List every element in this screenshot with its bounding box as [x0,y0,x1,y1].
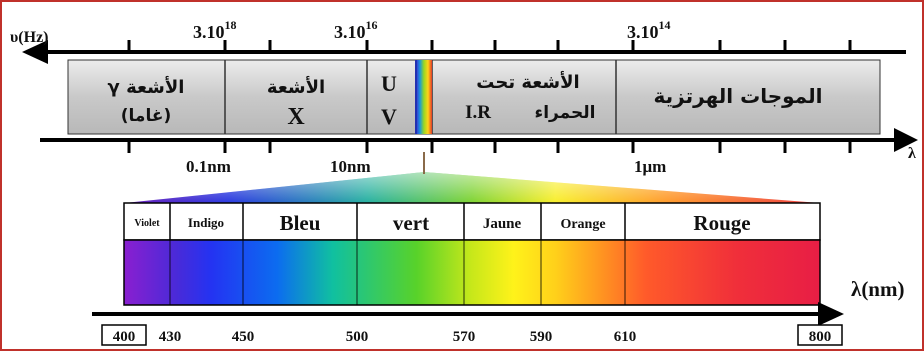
tick-800: 800 [809,329,832,345]
color-violet: Violet [134,218,160,229]
color-bleu: Bleu [280,211,321,235]
color-jaune: Jaune [483,216,522,232]
tick-430: 430 [159,329,182,345]
nu-label: υ(Hz) [10,29,49,46]
color-vert: vert [393,211,429,235]
wavelength-arrow-icon [894,128,918,152]
visible-spectrum-bar [123,239,821,306]
wave-label-1: 0.1nm [186,157,231,176]
tick-450: 450 [232,329,255,345]
wave-label-3: 1μm [634,157,666,176]
freq-label-2: 3.1016 [334,18,378,42]
region-gamma-sublabel: (غاما) [121,106,171,126]
lambda-label: λ [908,145,916,162]
color-orange: Orange [560,217,605,232]
region-hertz-label: الموجات الهرتزية [654,84,823,108]
tick-610: 610 [614,329,637,345]
tick-800-box [797,324,843,346]
spectrum-dividers [169,240,626,305]
tick-570: 570 [453,329,476,345]
region-gamma-label: الأشعة γ [108,76,185,98]
region-x-label: الأشعة [267,76,325,98]
tick-500: 500 [346,329,369,345]
region-ir-label: الأشعة تحت [476,71,579,93]
wavelength-ticks [127,140,852,153]
freq-label-3: 3.1014 [627,18,671,42]
tick-400-box [101,324,147,346]
frequency-arrow-icon [22,40,48,64]
freq-label-1: 3.1018 [193,18,237,42]
frequency-ticks [127,40,852,52]
color-indigo: Indigo [188,215,224,230]
region-ir-symbol: I.R [465,102,491,123]
nm-arrow-icon [818,302,844,326]
color-rouge: Rouge [693,211,750,235]
tick-590: 590 [530,329,553,345]
tick-400: 400 [113,329,136,345]
region-x-symbol: X [287,104,305,130]
visible-strip [416,60,432,134]
region-ir-sublabel: الحمراء [535,103,596,123]
region-uv-u: U [381,71,397,96]
nm-axis-label: λ(nm) [851,277,904,301]
em-band [67,59,881,135]
wave-label-2: 10nm [330,157,371,176]
region-uv-v: V [381,104,397,129]
